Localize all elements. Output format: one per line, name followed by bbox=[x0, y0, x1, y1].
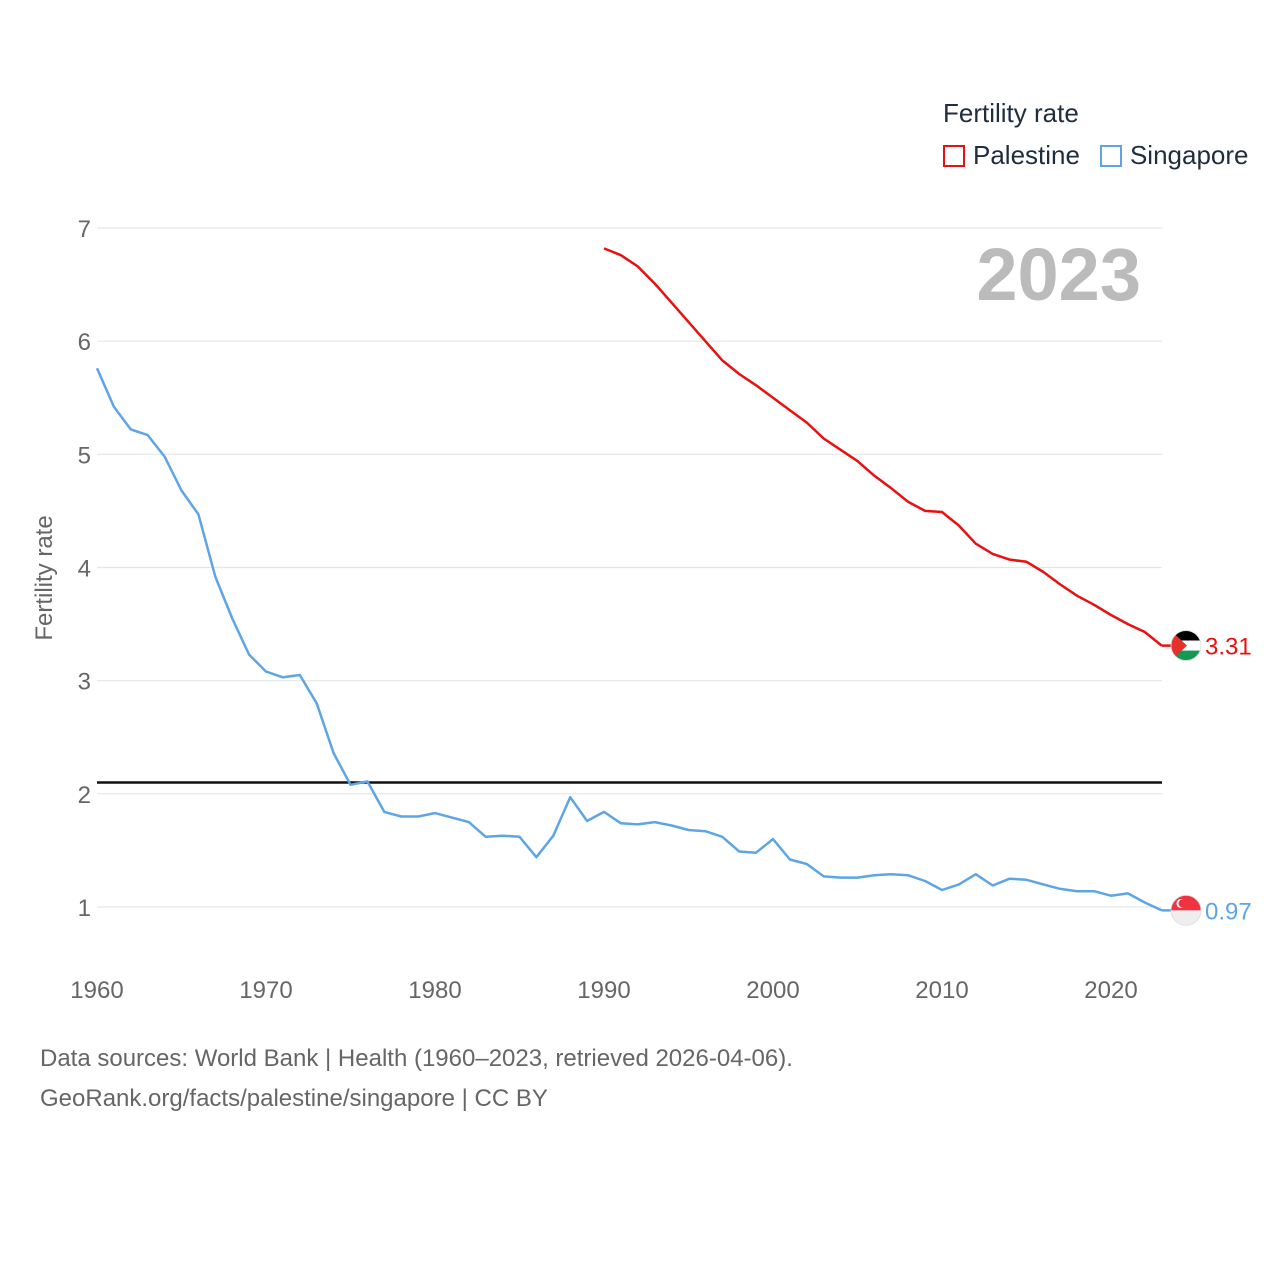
x-tick-label-1990: 1990 bbox=[577, 977, 630, 1004]
flag-stripe-black bbox=[1171, 630, 1201, 641]
legend: Palestine Singapore bbox=[943, 140, 1269, 171]
x-tick-label-1980: 1980 bbox=[408, 977, 461, 1004]
source-line-1: Data sources: World Bank | Health (1960–… bbox=[40, 1045, 793, 1072]
flag-half-white bbox=[1171, 910, 1201, 926]
y-axis-label: Fertility rate bbox=[31, 515, 58, 640]
legend-label-singapore: Singapore bbox=[1129, 140, 1249, 170]
x-tick-label-2000: 2000 bbox=[746, 977, 799, 1004]
source-line-2: GeoRank.org/facts/palestine/singapore | … bbox=[40, 1085, 548, 1112]
y-tick-label-6: 6 bbox=[78, 329, 91, 356]
y-tick-label-3: 3 bbox=[78, 669, 91, 696]
flag-icon-palestine bbox=[1170, 630, 1202, 661]
end-value-label-singapore: 0.97 bbox=[1205, 898, 1252, 925]
x-tick-label-1960: 1960 bbox=[70, 977, 123, 1004]
flag-crescent-cut bbox=[1178, 899, 1187, 908]
end-value-label-palestine: 3.31 bbox=[1205, 634, 1252, 661]
flag-triangle-red bbox=[1171, 630, 1187, 661]
y-tick-label-1: 1 bbox=[78, 895, 91, 922]
x-tick-label-2020: 2020 bbox=[1084, 977, 1137, 1004]
legend-title: Fertility rate bbox=[943, 98, 1079, 128]
x-tick-label-1970: 1970 bbox=[239, 977, 292, 1004]
year-label: 2023 bbox=[976, 233, 1141, 316]
y-tick-label-2: 2 bbox=[78, 782, 91, 809]
flag-border bbox=[1170, 630, 1202, 661]
series-line-palestine bbox=[603, 247, 1163, 647]
flag-icon-singapore bbox=[1170, 894, 1202, 926]
series-line-singapore bbox=[95, 367, 1163, 912]
y-tick-label-7: 7 bbox=[78, 216, 91, 243]
flag-border bbox=[1170, 894, 1202, 926]
legend-item-singapore[interactable]: Singapore bbox=[1099, 140, 1249, 171]
legend-swatch-palestine bbox=[943, 144, 965, 167]
legend-item-palestine[interactable]: Palestine bbox=[943, 140, 1080, 171]
legend-label-palestine: Palestine bbox=[973, 140, 1080, 170]
flag-stripe-green bbox=[1171, 650, 1201, 661]
legend-swatch-singapore bbox=[1099, 144, 1122, 167]
x-tick-label-2010: 2010 bbox=[915, 977, 968, 1004]
y-tick-label-5: 5 bbox=[78, 442, 91, 469]
y-tick-label-4: 4 bbox=[78, 556, 91, 583]
